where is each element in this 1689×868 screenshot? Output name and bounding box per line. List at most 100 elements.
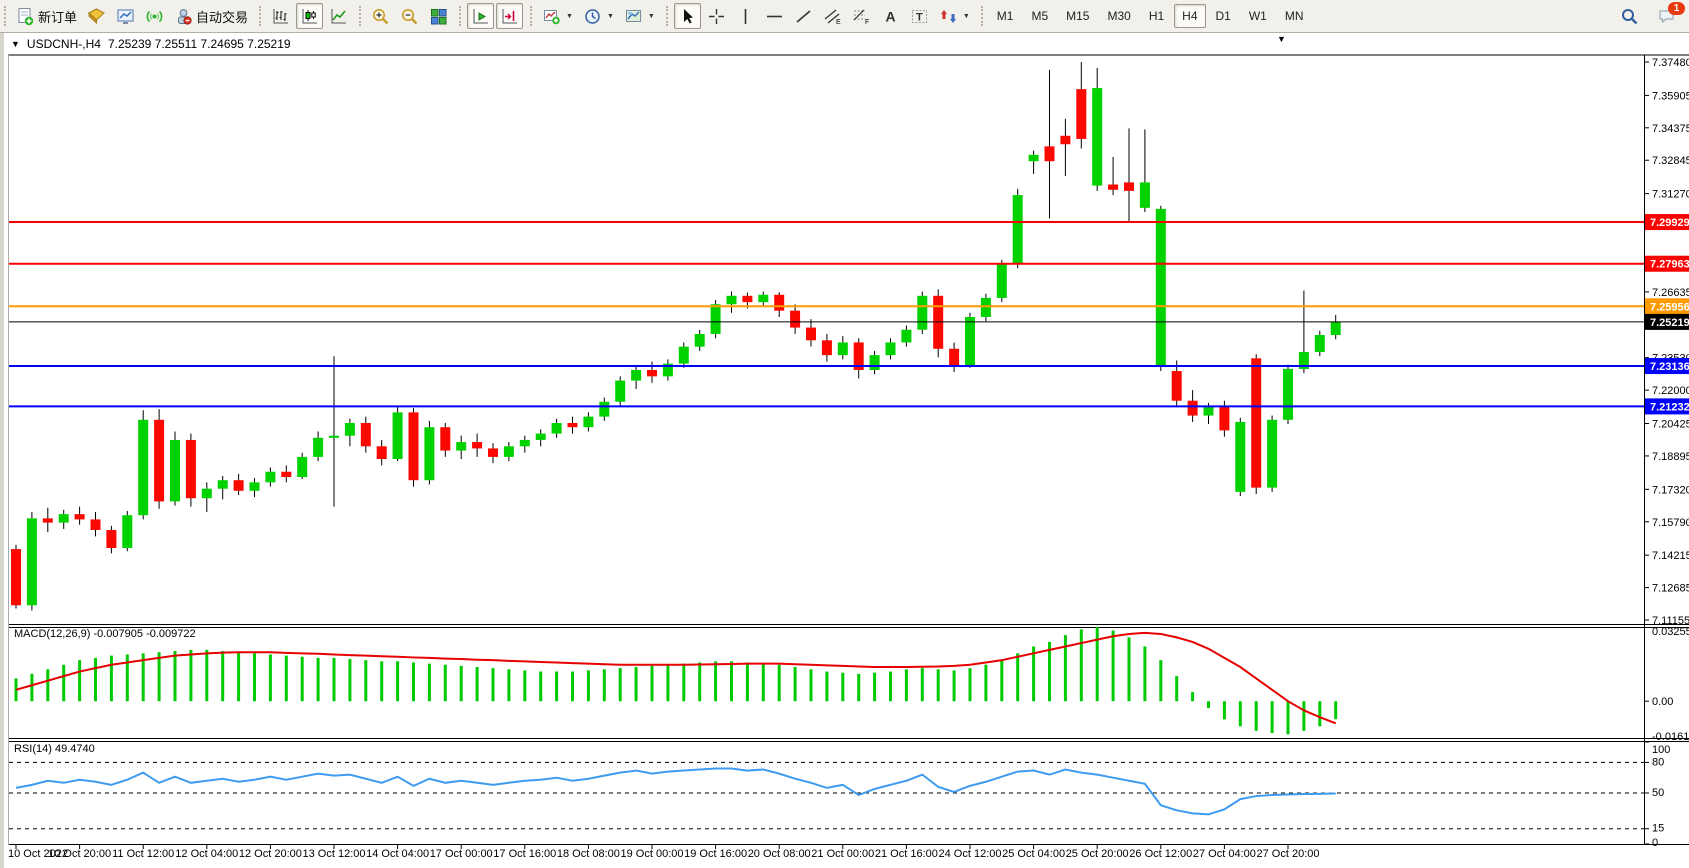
candle-body — [138, 419, 149, 516]
candle-body — [488, 448, 498, 457]
timeframe-h1-button[interactable]: H1 — [1148, 9, 1165, 23]
trendline-button[interactable] — [790, 3, 817, 29]
chart-shift-marker[interactable]: ▼ — [1277, 34, 1286, 44]
toolbar-group-draw: E F A T ▼ — [664, 0, 979, 32]
signals-button[interactable] — [141, 3, 168, 29]
vertical-line-button[interactable] — [732, 3, 759, 29]
macd-histogram-bar — [841, 672, 845, 702]
macd-histogram-bar — [873, 672, 877, 702]
crosshair-button[interactable] — [703, 3, 730, 29]
periods-button[interactable]: ▼ — [579, 3, 618, 29]
macd-histogram-bar — [1191, 692, 1195, 702]
macd-histogram-bar — [475, 667, 479, 702]
timeframe-m15-button[interactable]: M15 — [1066, 9, 1090, 23]
toolbar-group-scroll — [457, 0, 528, 32]
main-toolbar: 新订单 自动交易 ▼ ▼ ▼ E F A T ▼ M1 M5 M15 M30 H1 H4 D1 W1 MN 1 — [0, 0, 1689, 33]
autotrading-button[interactable]: 自动交易 — [170, 3, 252, 29]
candlestick-button[interactable] — [296, 3, 324, 29]
timeframe-mn-button[interactable]: MN — [1284, 9, 1304, 23]
candle-body — [758, 294, 769, 303]
new-order-button[interactable]: 新订单 — [12, 3, 81, 29]
price-tick-label: 7.31270 — [1652, 189, 1689, 201]
signals-icon — [145, 7, 164, 26]
equidistant-channel-button[interactable]: E — [819, 3, 846, 29]
price-badge-label: 7.27963 — [1650, 259, 1689, 271]
candle-body — [376, 446, 387, 460]
macd-histogram-bar — [173, 651, 177, 702]
candle-body — [1171, 371, 1182, 401]
templates-button[interactable]: ▼ — [620, 3, 659, 29]
candle-body — [1076, 89, 1087, 139]
price-badge — [1645, 313, 1689, 330]
text-label-button[interactable]: T — [906, 3, 933, 29]
chevron-down-icon[interactable]: ▼ — [962, 12, 970, 20]
toolbar-group-zoom — [357, 0, 457, 32]
candle-body — [949, 348, 960, 366]
candle-body — [774, 294, 785, 311]
indicators-button[interactable]: ▼ — [538, 3, 577, 29]
candle-body — [42, 518, 53, 523]
macd-histogram-bar — [539, 671, 543, 702]
chart-shift-icon — [500, 7, 519, 26]
macd-histogram-bar — [555, 671, 559, 702]
macd-histogram-bar — [491, 668, 495, 702]
chart-shift-button[interactable] — [496, 3, 524, 29]
macd-histogram-bar — [412, 662, 415, 702]
timeframe-w1-button[interactable]: W1 — [1248, 9, 1267, 23]
macd-histogram-bar — [125, 654, 129, 702]
tile-windows-button[interactable] — [425, 3, 452, 29]
cursor-button[interactable] — [673, 3, 701, 29]
rsi-tick-label: 100 — [1652, 744, 1670, 756]
fibonacci-button[interactable]: F — [848, 3, 875, 29]
candle-body — [424, 427, 435, 481]
arrows-icon — [939, 7, 958, 26]
horizontal-line-button[interactable] — [761, 3, 788, 29]
funnel-icon — [87, 7, 106, 26]
time-tick-label: 24 Oct 12:00 — [939, 848, 1002, 860]
search-button[interactable] — [1616, 3, 1643, 29]
collapse-chart-icon[interactable]: ▼ — [11, 39, 20, 49]
zoom-out-icon — [400, 7, 419, 26]
candle-body — [837, 342, 848, 356]
macd-histogram-bar — [714, 661, 718, 702]
timeframe-m30-button[interactable]: M30 — [1107, 9, 1131, 23]
candle-body — [710, 304, 721, 334]
arrows-button[interactable]: ▼ — [935, 3, 974, 29]
macd-histogram-bar — [189, 649, 193, 702]
zoom-out-button[interactable] — [396, 3, 423, 29]
macd-histogram-bar — [205, 649, 209, 702]
price-badge-label: 7.25956 — [1650, 301, 1689, 313]
timeframe-h4-button[interactable]: H4 — [1174, 4, 1206, 28]
time-tick-label: 17 Oct 00:00 — [430, 848, 493, 860]
chevron-down-icon[interactable]: ▼ — [566, 12, 573, 20]
timeframe-d1-button[interactable]: D1 — [1215, 9, 1231, 23]
line-chart-button[interactable] — [325, 3, 352, 29]
macd-histogram-bar — [777, 664, 781, 702]
candle-body — [821, 340, 832, 356]
auto-scroll-icon — [471, 7, 490, 26]
zoom-in-button[interactable] — [367, 3, 394, 29]
auto-scroll-button[interactable] — [467, 3, 495, 29]
price-tick-label: 7.15790 — [1652, 517, 1689, 529]
funnel-button[interactable] — [83, 3, 110, 29]
bar-chart-button[interactable] — [267, 3, 294, 29]
macd-histogram-bar — [1302, 701, 1306, 731]
cursor-icon — [678, 7, 697, 26]
timeframe-m5-button[interactable]: M5 — [1031, 9, 1049, 23]
chevron-down-icon[interactable]: ▼ — [647, 12, 655, 20]
time-tick-label: 10 Oct 20:00 — [48, 848, 111, 860]
candle-body — [90, 519, 101, 531]
text-button[interactable]: A — [877, 3, 904, 29]
candle-body — [170, 439, 180, 502]
chat-button[interactable]: 1 — [1653, 2, 1685, 29]
market-watch-button[interactable] — [112, 3, 139, 29]
chevron-down-icon[interactable]: ▼ — [606, 12, 614, 20]
macd-histogram-bar — [730, 661, 733, 702]
time-tick-label: 19 Oct 00:00 — [621, 848, 684, 860]
macd-histogram-bar — [1032, 646, 1036, 702]
candle-body — [185, 439, 196, 499]
macd-histogram-bar — [698, 662, 702, 702]
macd-histogram-bar — [602, 669, 606, 702]
timeframe-m1-button[interactable]: M1 — [996, 9, 1014, 23]
line-chart-icon — [329, 7, 348, 26]
